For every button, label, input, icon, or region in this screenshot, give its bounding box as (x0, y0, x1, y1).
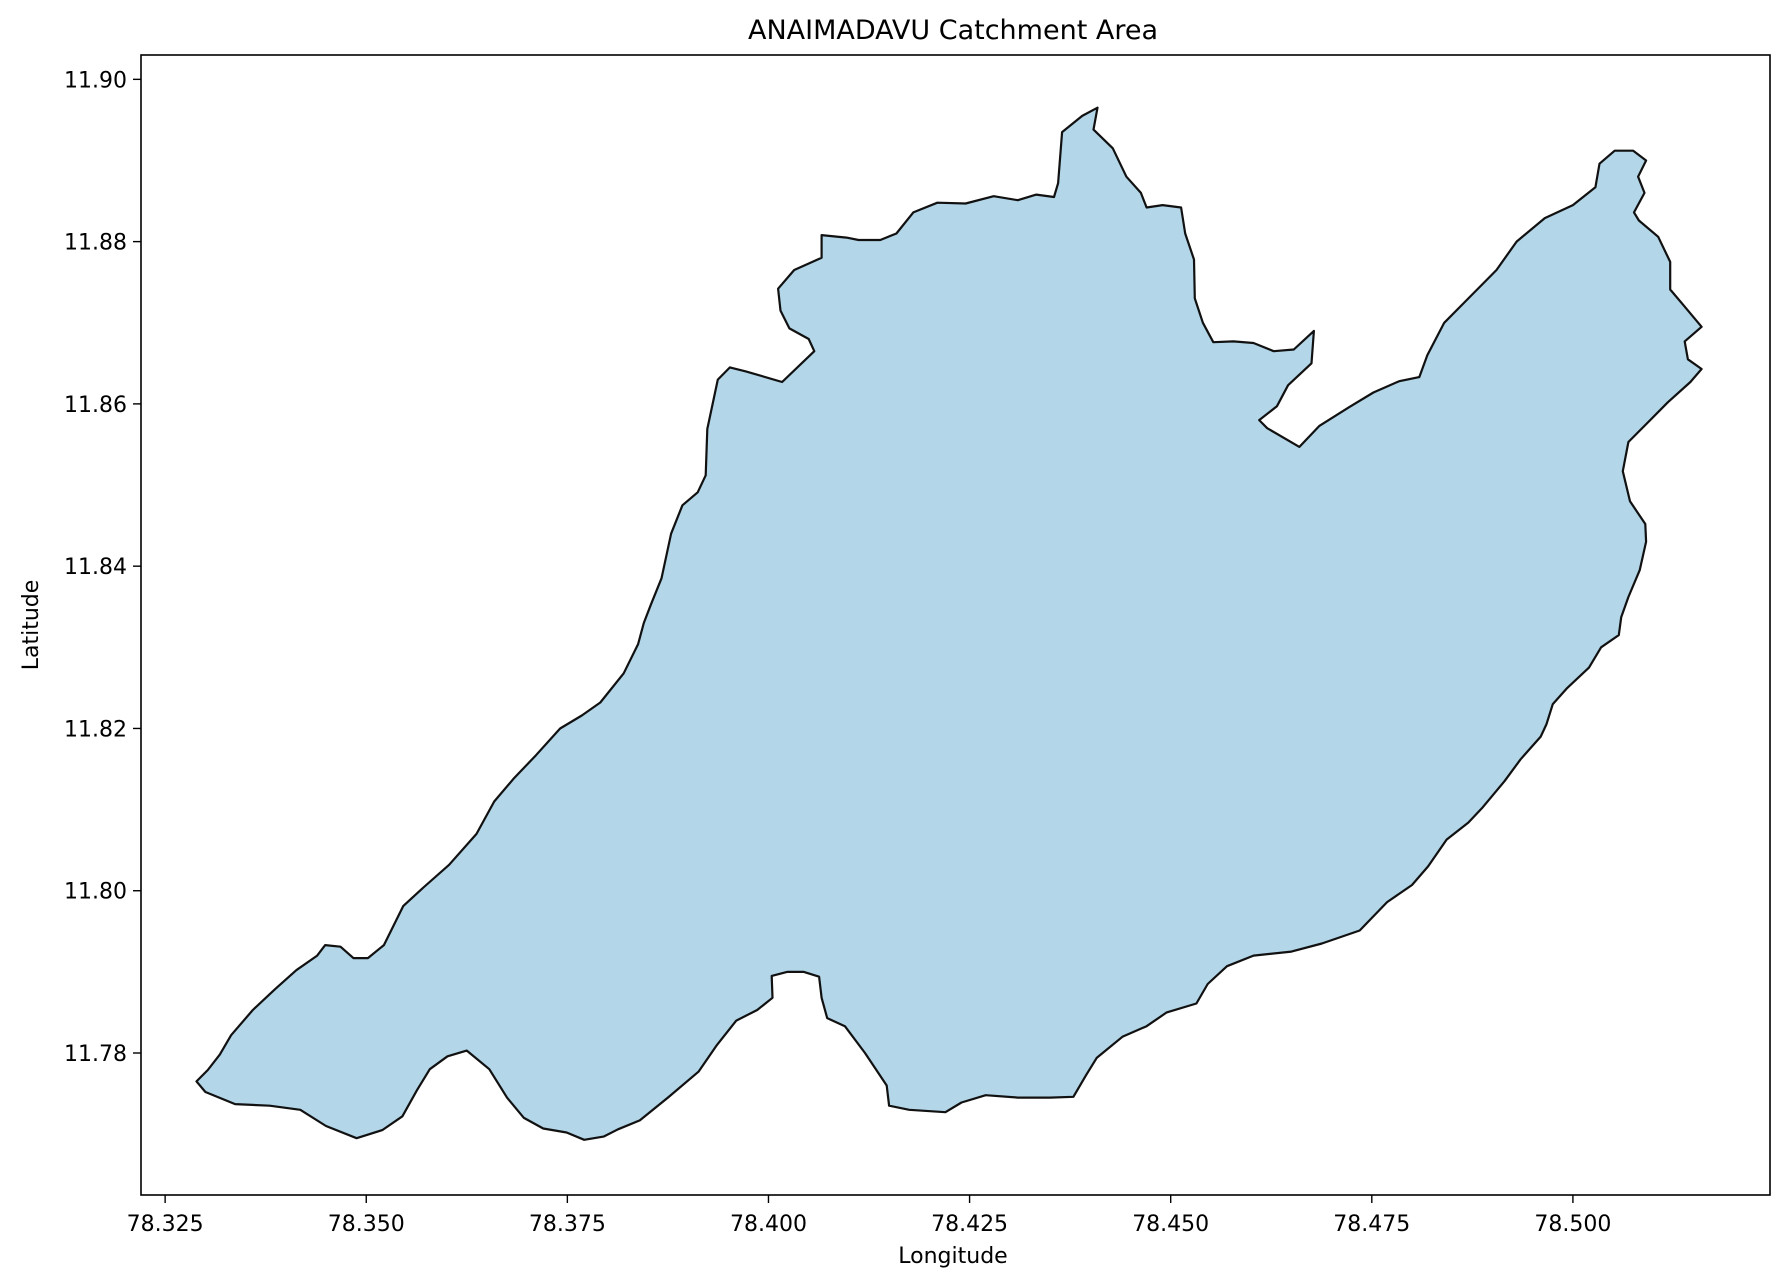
x-tick-label: 78.425 (931, 1212, 1008, 1237)
chart-title: ANAIMADAVU Catchment Area (748, 15, 1158, 46)
x-tick-label: 78.325 (127, 1212, 204, 1237)
y-axis-label: Latitude (19, 580, 44, 671)
x-tick-label: 78.500 (1534, 1212, 1611, 1237)
x-tick-label: 78.375 (529, 1212, 606, 1237)
catchment-polygon (195, 106, 1703, 1141)
x-tick-label: 78.350 (328, 1212, 405, 1237)
y-tick-label: 11.80 (64, 880, 127, 905)
y-tick-label: 11.86 (64, 393, 127, 418)
y-tick-label: 11.78 (64, 1042, 127, 1067)
axes-frame (140, 54, 1771, 1196)
y-tick-label: 11.84 (64, 555, 127, 580)
x-tick-label: 78.475 (1333, 1212, 1410, 1237)
y-axis-ticks: 11.78 11.80 11.82 11.84 11.86 11.88 11.90 (64, 68, 141, 1067)
x-tick-label: 78.400 (730, 1212, 807, 1237)
y-tick-label: 11.82 (64, 717, 127, 742)
y-tick-label: 11.90 (64, 68, 127, 93)
y-tick-label: 11.88 (64, 231, 127, 256)
x-axis-label: Longitude (898, 1244, 1007, 1269)
catchment-layer (195, 106, 1703, 1141)
x-tick-label: 78.450 (1132, 1212, 1209, 1237)
x-axis-ticks: 78.325 78.350 78.375 78.400 78.425 78.450 78.4… (127, 1195, 1611, 1237)
